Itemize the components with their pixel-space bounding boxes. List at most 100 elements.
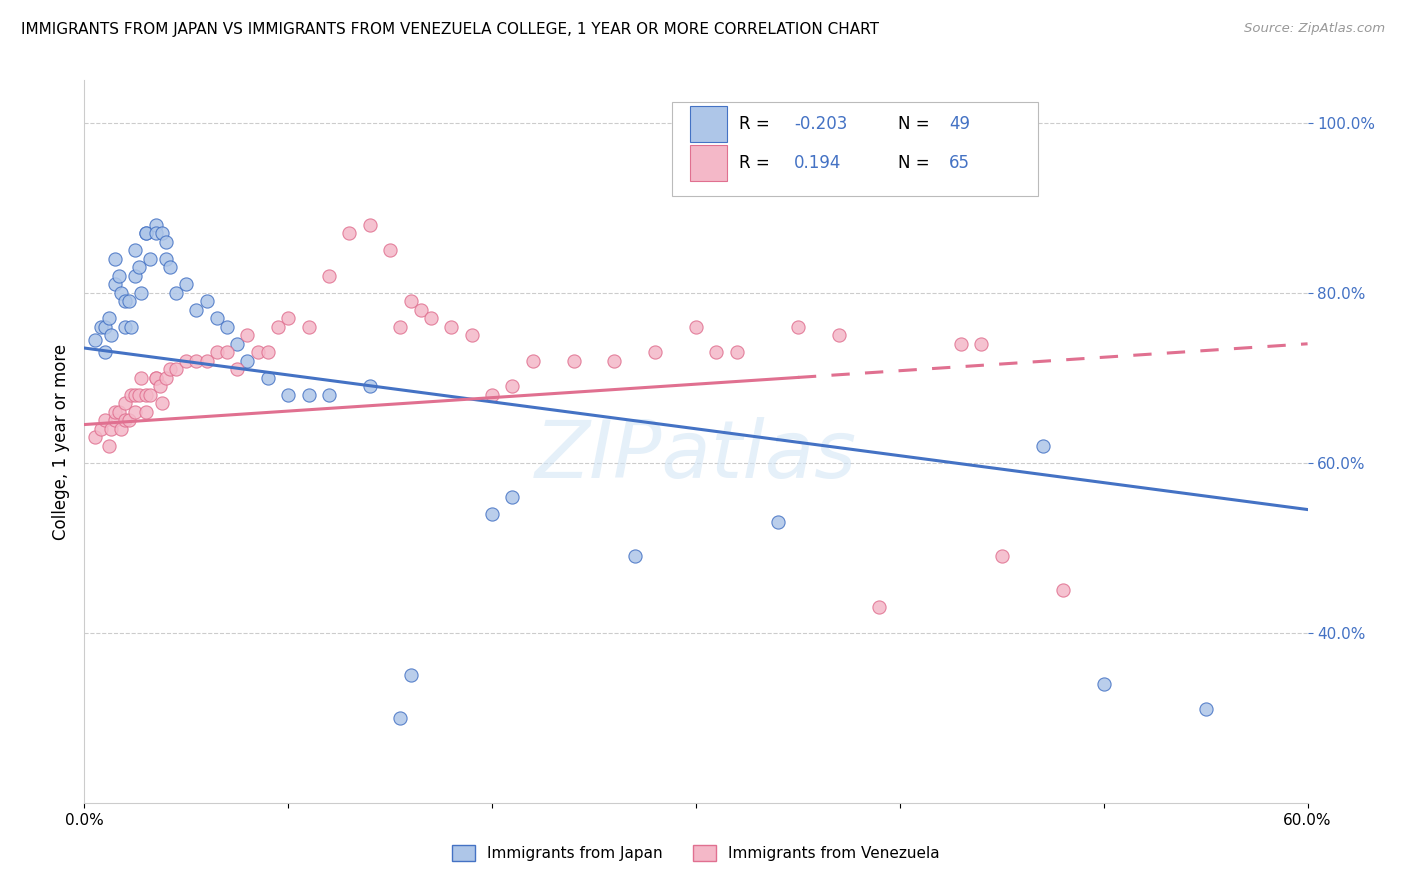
Text: 0.194: 0.194: [794, 154, 841, 172]
Point: [145, 371, 167, 385]
Point: [766, 516, 789, 530]
Point: [246, 345, 269, 359]
Point: [93, 413, 115, 427]
Point: [165, 362, 187, 376]
Point: [522, 353, 544, 368]
Point: [644, 345, 666, 359]
Point: [124, 244, 146, 258]
Point: [502, 490, 524, 504]
Point: [97, 311, 120, 326]
Point: [624, 549, 647, 564]
Point: [135, 227, 157, 241]
Text: N =: N =: [898, 115, 935, 133]
Point: [226, 362, 249, 376]
Text: ZIPatlas: ZIPatlas: [534, 417, 858, 495]
Point: [359, 379, 381, 393]
Point: [104, 405, 127, 419]
Point: [562, 353, 585, 368]
Point: [186, 353, 208, 368]
Point: [100, 422, 122, 436]
Point: [389, 711, 412, 725]
Point: [217, 345, 239, 359]
Point: [114, 413, 136, 427]
Text: 65: 65: [949, 154, 970, 172]
Point: [114, 319, 136, 334]
Point: [145, 218, 167, 232]
Point: [135, 388, 157, 402]
Point: [226, 336, 249, 351]
Point: [83, 430, 105, 444]
Point: [135, 227, 157, 241]
Point: [186, 302, 208, 317]
Point: [389, 319, 412, 334]
Point: [120, 388, 142, 402]
Point: [90, 422, 112, 436]
Point: [114, 396, 136, 410]
Point: [440, 319, 463, 334]
Point: [124, 405, 146, 419]
Point: [217, 319, 239, 334]
Point: [298, 319, 321, 334]
Point: [155, 252, 177, 266]
Point: [991, 549, 1014, 564]
Point: [128, 260, 150, 275]
Point: [150, 227, 173, 241]
Point: [461, 328, 484, 343]
Point: [159, 362, 181, 376]
Point: [145, 227, 167, 241]
Point: [118, 413, 141, 427]
Point: [104, 277, 127, 292]
Point: [205, 345, 228, 359]
Text: 49: 49: [949, 115, 970, 133]
Point: [318, 388, 340, 402]
Point: [138, 388, 160, 402]
Point: [124, 388, 146, 402]
Point: [135, 405, 157, 419]
Text: R =: R =: [738, 154, 780, 172]
Bar: [690, 105, 727, 142]
Point: [725, 345, 748, 359]
Point: [124, 268, 146, 283]
Point: [359, 218, 381, 232]
Point: [1032, 439, 1054, 453]
Bar: [690, 145, 727, 181]
Point: [502, 379, 524, 393]
Point: [110, 422, 132, 436]
Text: R =: R =: [738, 115, 775, 133]
Point: [205, 311, 228, 326]
Point: [1092, 677, 1115, 691]
Point: [93, 319, 115, 334]
Point: [380, 244, 402, 258]
Point: [195, 294, 218, 309]
Point: [120, 319, 142, 334]
Point: [339, 227, 361, 241]
Point: [110, 285, 132, 300]
Point: [950, 336, 973, 351]
Point: [93, 345, 115, 359]
Point: [706, 345, 728, 359]
Point: [131, 285, 153, 300]
Point: [481, 507, 503, 521]
Point: [267, 319, 290, 334]
Point: [236, 353, 259, 368]
Point: [90, 319, 112, 334]
Point: [159, 260, 181, 275]
Point: [155, 235, 177, 249]
Point: [399, 668, 422, 682]
Point: [236, 328, 259, 343]
Text: Source: ZipAtlas.com: Source: ZipAtlas.com: [1244, 22, 1385, 36]
Point: [174, 353, 197, 368]
Point: [298, 388, 321, 402]
Point: [149, 379, 172, 393]
Point: [104, 252, 127, 266]
Point: [97, 439, 120, 453]
Legend: Immigrants from Japan, Immigrants from Venezuela: Immigrants from Japan, Immigrants from V…: [446, 839, 946, 867]
Y-axis label: College, 1 year or more: College, 1 year or more: [52, 343, 70, 540]
Point: [138, 252, 160, 266]
Point: [277, 388, 299, 402]
Point: [128, 388, 150, 402]
Point: [1195, 702, 1218, 716]
Point: [174, 277, 197, 292]
Point: [481, 388, 503, 402]
Point: [1052, 583, 1074, 598]
